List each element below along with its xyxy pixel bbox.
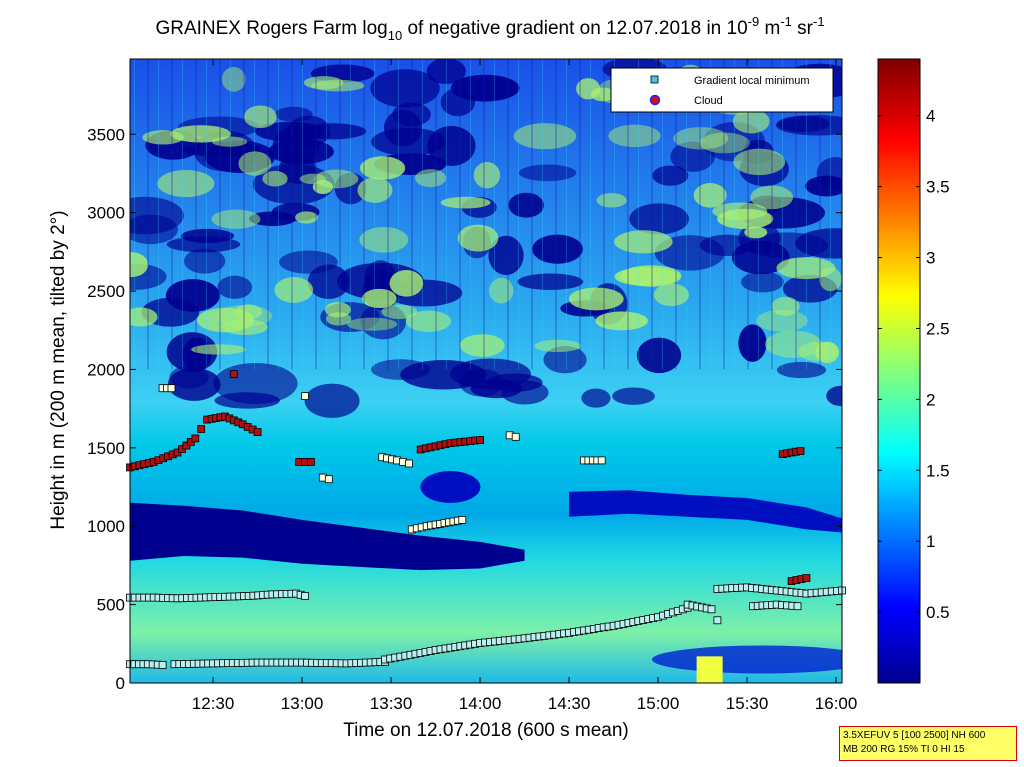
x-tick-label: 14:30 (548, 694, 591, 713)
x-tick-label: 15:30 (726, 694, 769, 713)
colorbar-tick-label: 2.5 (926, 319, 950, 338)
title-sup-1: -9 (748, 14, 760, 29)
legend-marker-gradient-minimum (650, 75, 659, 84)
high-value-marker (167, 384, 176, 393)
cloud-marker (307, 457, 315, 466)
high-value-marker (458, 516, 467, 524)
cloud-marker (253, 428, 262, 437)
dark-cell (486, 373, 543, 392)
title-part-3: m (759, 18, 780, 39)
dark-cell (826, 385, 842, 407)
dark-cell (304, 383, 360, 418)
cloud-marker (197, 425, 206, 433)
heatmap-field (130, 59, 842, 683)
title-part-4: sr (792, 18, 814, 39)
x-axis: 12:30 13:00 13:30 14:00 14:30 15:00 15:30 16:00 (192, 59, 858, 713)
gradient-minimum-marker (793, 602, 802, 611)
colorbar-gradient (877, 58, 921, 684)
gradient-minimum-marker (158, 661, 167, 669)
info-box-line-2: MB 200 RG 15% TI 0 HI 15 (843, 744, 965, 755)
title-sup-3: -1 (813, 14, 825, 29)
gradient-minimum-marker (707, 605, 716, 614)
colorbar-tick-label: 1.5 (926, 461, 950, 480)
markers (126, 370, 846, 669)
y-tick-label: 1500 (87, 439, 125, 458)
y-tick-label: 3500 (87, 125, 125, 144)
x-tick-label: 13:30 (370, 694, 413, 713)
x-tick-label: 14:00 (459, 694, 502, 713)
legend: Gradient local minimum Cloud (610, 67, 834, 113)
high-value-marker (597, 456, 606, 465)
y-tick-label: 500 (97, 596, 125, 615)
dark-band-left (130, 502, 525, 571)
x-tick-label: 12:30 (192, 694, 235, 713)
bright-patch (696, 656, 723, 683)
x-tick-label: 16:00 (815, 694, 858, 713)
info-box-line-1: 3.5XEFUV 5 [100 2500] NH 600 (843, 730, 986, 741)
title-sub-1: 10 (388, 28, 402, 43)
dark-cell (214, 392, 280, 409)
y-tick-label: 3000 (87, 204, 125, 223)
plot-area (126, 58, 846, 684)
y-axis-label: Height in m (200 m mean, tilted by 2°) (48, 210, 69, 529)
dark-blob (420, 471, 481, 504)
dark-blob-low (651, 645, 842, 674)
cloud-marker (796, 447, 805, 455)
legend-marker-cloud (649, 94, 661, 106)
high-value-marker (404, 459, 413, 468)
colorbar-tick-label: 4 (926, 107, 935, 126)
colorbar: 0.5 1 1.5 2 2.5 3 3.5 4 (877, 58, 950, 684)
cloud-marker (802, 574, 811, 582)
colorbar-tick-label: 3.5 (926, 178, 950, 197)
colorbar-tick-label: 0.5 (926, 603, 950, 622)
dark-cell (612, 387, 655, 405)
colorbar-tick-label: 1 (926, 532, 935, 551)
title-part-1: GRAINEX Rogers Farm log (155, 18, 387, 39)
legend-label-gradient-minimum: Gradient local minimum (694, 75, 810, 87)
gradient-minimum-marker (301, 592, 309, 600)
colorbar-tick-label: 2 (926, 390, 935, 409)
cloud-marker (191, 434, 200, 443)
legend-box (610, 67, 834, 113)
y-axis: 0 500 1000 1500 2000 2500 3000 3500 (87, 125, 842, 693)
y-tick-label: 1000 (87, 517, 125, 536)
chart-title: GRAINEX Rogers Farm log10 of negative gr… (155, 14, 824, 43)
y-tick-label: 0 (116, 674, 125, 693)
title-sup-2: -1 (780, 14, 792, 29)
y-tick-label: 2000 (87, 360, 125, 379)
colorbar-tick-label: 3 (926, 249, 935, 268)
high-value-marker (324, 475, 333, 484)
y-tick-label: 2500 (87, 282, 125, 301)
high-value-marker (301, 392, 309, 401)
info-box: 3.5XEFUV 5 [100 2500] NH 600 MB 200 RG 1… (839, 726, 1017, 761)
cloud-marker (229, 370, 238, 379)
x-axis-label: Time on 12.07.2018 (600 s mean) (343, 720, 629, 741)
legend-label-cloud: Cloud (694, 95, 723, 107)
cloud-marker (476, 436, 485, 444)
plot-frame (129, 58, 843, 684)
gradient-minimum-marker (713, 616, 722, 625)
title-part-2: of negative gradient on 12.07.2018 in 10 (402, 18, 747, 39)
dark-band-right (569, 490, 842, 533)
x-tick-label: 13:00 (281, 694, 324, 713)
x-tick-label: 15:00 (637, 694, 680, 713)
high-value-marker (511, 432, 520, 441)
dark-cell (581, 388, 611, 408)
